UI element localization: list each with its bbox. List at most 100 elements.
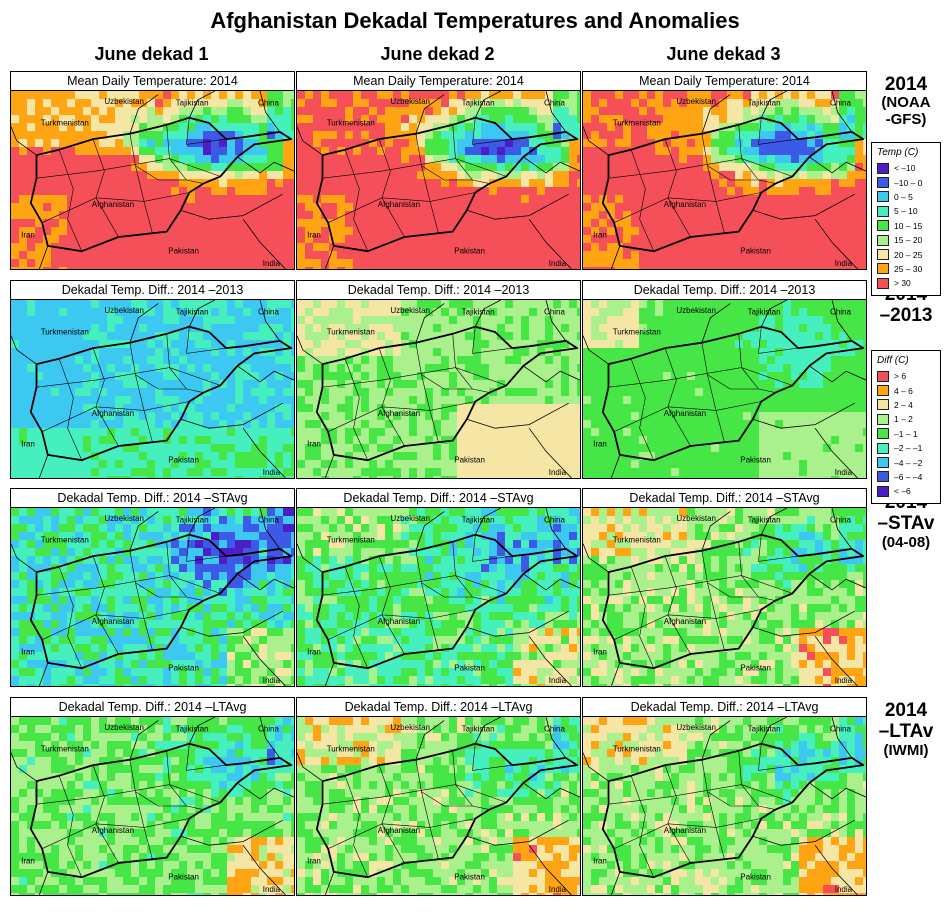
raster-cell <box>497 468 506 477</box>
raster-cell <box>807 267 816 269</box>
raster-cell <box>75 388 84 397</box>
raster-cell <box>457 404 466 413</box>
raster-cell <box>43 131 52 140</box>
raster-cell <box>297 436 306 445</box>
raster-cell <box>291 139 294 148</box>
raster-cell <box>131 476 140 478</box>
raster-cell <box>11 388 20 397</box>
raster-cell <box>695 340 704 349</box>
raster-cell <box>83 316 92 325</box>
raster-cell <box>433 364 442 373</box>
raster-cell <box>607 452 616 461</box>
raster-cell <box>449 267 458 269</box>
raster-cell <box>615 107 624 116</box>
raster-cell <box>251 316 260 325</box>
raster-cell <box>497 99 506 108</box>
raster-cell <box>163 163 172 172</box>
raster-cell <box>537 179 546 188</box>
raster-cell <box>481 308 490 317</box>
raster-cell <box>11 115 20 124</box>
raster-cell <box>847 404 856 413</box>
raster-cell <box>489 396 498 405</box>
raster-cell <box>711 163 720 172</box>
raster-cell <box>695 243 704 252</box>
raster-cell <box>497 324 506 333</box>
raster-cell <box>51 300 60 309</box>
raster-cell <box>147 107 156 116</box>
raster-cell <box>711 412 720 421</box>
raster-cell <box>671 428 680 437</box>
raster-cell <box>473 227 482 236</box>
raster-cell <box>695 131 704 140</box>
raster-cell <box>139 115 148 124</box>
raster-cell <box>497 155 506 164</box>
raster-cell <box>11 219 20 228</box>
raster-cell <box>345 99 354 108</box>
raster-cell <box>297 227 306 236</box>
raster-cell <box>847 139 856 148</box>
raster-cell <box>297 115 306 124</box>
raster-cell <box>671 332 680 341</box>
raster-cell <box>529 259 538 268</box>
raster-cell <box>219 227 228 236</box>
raster-cell <box>243 155 252 164</box>
raster-cell <box>203 444 212 453</box>
raster-cell <box>27 332 36 341</box>
raster-cell <box>195 308 204 317</box>
raster-cell <box>361 187 370 196</box>
raster-cell <box>465 396 474 405</box>
raster-cell <box>203 123 212 132</box>
raster-cell <box>377 324 386 333</box>
raster-cell <box>27 460 36 469</box>
raster-cell <box>855 227 864 236</box>
raster-cell <box>115 428 124 437</box>
raster-cell <box>385 316 394 325</box>
raster-cell <box>607 139 616 148</box>
raster-cell <box>259 91 268 100</box>
raster-cell <box>417 348 426 357</box>
raster-cell <box>783 131 792 140</box>
raster-cell <box>727 420 736 429</box>
raster-cell <box>179 219 188 228</box>
raster-cell <box>369 452 378 461</box>
raster-cell <box>775 388 784 397</box>
raster-cell <box>275 468 284 477</box>
raster-cell <box>441 171 450 180</box>
raster-cell <box>449 396 458 405</box>
raster-cell <box>99 219 108 228</box>
raster-cell <box>251 324 260 333</box>
raster-cell <box>799 332 808 341</box>
raster-cell <box>449 195 458 204</box>
raster-cell <box>457 396 466 405</box>
raster-cell <box>529 163 538 172</box>
raster-cell <box>473 219 482 228</box>
raster-cell <box>823 380 832 389</box>
raster-cell <box>759 428 768 437</box>
country-border <box>38 245 49 269</box>
raster-cell <box>481 227 490 236</box>
raster-cell <box>425 139 434 148</box>
raster-cell <box>43 356 52 365</box>
raster-cell <box>361 131 370 140</box>
raster-cell <box>847 324 856 333</box>
raster-cell <box>377 356 386 365</box>
raster-cell <box>847 348 856 357</box>
raster-cell <box>703 436 712 445</box>
raster-cell <box>783 404 792 413</box>
raster-cell <box>711 147 720 156</box>
raster-cell <box>863 388 866 397</box>
raster-cell <box>631 227 640 236</box>
raster-cell <box>19 300 28 309</box>
raster-cell <box>655 380 664 389</box>
raster-cell <box>19 195 28 204</box>
raster-cell <box>35 107 44 116</box>
raster-cell <box>687 308 696 317</box>
raster-cell <box>329 420 338 429</box>
raster-cell <box>171 300 180 309</box>
raster-cell <box>807 139 816 148</box>
raster-cell <box>433 420 442 429</box>
raster-cell <box>561 388 570 397</box>
raster-cell <box>855 195 864 204</box>
raster-cell <box>783 444 792 453</box>
raster-cell <box>513 340 522 349</box>
